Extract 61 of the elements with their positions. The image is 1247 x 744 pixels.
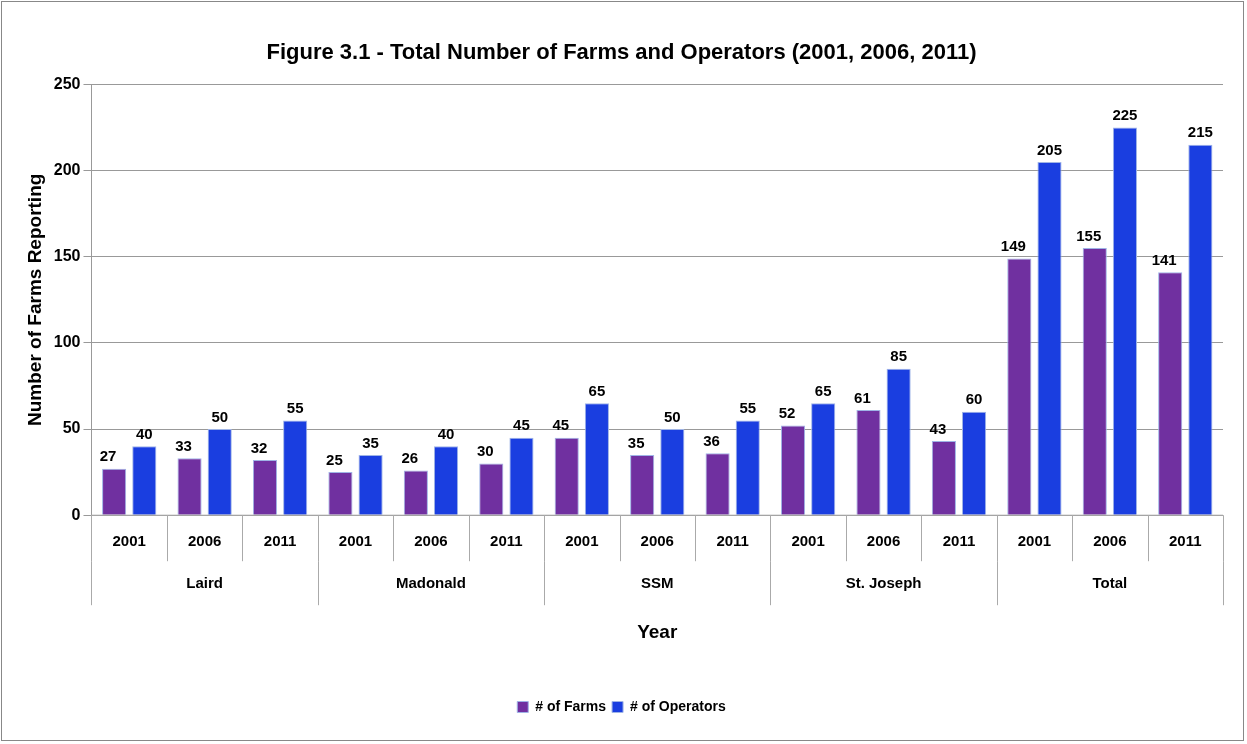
x-tick-label: 2001 — [565, 532, 599, 550]
legend-label: # of Farms — [535, 697, 607, 714]
data-label: 26 — [401, 449, 419, 467]
y-tick-label: 0 — [71, 505, 81, 523]
data-label: 32 — [250, 438, 268, 456]
y-tick-label: 250 — [53, 74, 81, 92]
text: SSM — [640, 574, 674, 592]
text: Madonald — [395, 574, 466, 592]
text: Laird — [186, 574, 223, 592]
data-label: 85 — [890, 347, 907, 365]
y-tick-label: 150 — [53, 247, 81, 265]
data-label: 50 — [211, 407, 229, 425]
data-label: 149 — [1000, 237, 1026, 255]
data-label: 35 — [362, 433, 379, 451]
chart-title: Figure 3.1 - Total Number of Farms and Operators (2001, 2006, 2011) — [266, 39, 977, 65]
y-tick-label: 100 — [53, 333, 81, 351]
data-label: 33 — [175, 436, 192, 454]
data-label: 45 — [552, 416, 570, 434]
data-label: 141 — [1151, 250, 1177, 268]
x-tick-label: 2011 — [716, 532, 749, 550]
data-label: 60 — [965, 390, 983, 408]
x-tick-label: 2006 — [866, 532, 901, 550]
legend-label: # of Operators — [630, 697, 726, 714]
text: St. Joseph — [845, 574, 922, 592]
data-label: 35 — [627, 433, 645, 451]
data-label: 55 — [286, 399, 304, 417]
x-axis-title: Year — [637, 620, 678, 642]
text: Total — [1092, 574, 1128, 592]
data-label: 61 — [854, 388, 871, 406]
data-label: 65 — [814, 381, 832, 399]
y-tick-label: 200 — [53, 160, 81, 178]
x-tick-label: 2001 — [1017, 532, 1052, 550]
x-tick-label: 2006 — [414, 532, 448, 550]
y-axis-title: Number of Farms Reporting — [23, 173, 45, 426]
data-label: 205 — [1036, 140, 1063, 158]
data-label: 40 — [437, 424, 455, 442]
x-tick-label: 2001 — [112, 532, 146, 550]
x-tick-label: 2006 — [1093, 532, 1127, 550]
data-label: 65 — [588, 381, 606, 399]
x-tick-label: 2011 — [263, 532, 297, 550]
data-label: 155 — [1076, 226, 1102, 244]
x-tick-label: 2001 — [791, 532, 825, 550]
x-tick-label: 2011 — [1169, 532, 1202, 550]
data-label: 27 — [99, 447, 117, 465]
data-label: 25 — [326, 450, 343, 468]
data-label: 52 — [778, 404, 796, 422]
data-label: 36 — [703, 431, 720, 449]
data-label: 45 — [513, 416, 530, 434]
data-label: 30 — [476, 442, 494, 460]
x-tick-label: 2006 — [187, 532, 222, 550]
data-label: 43 — [929, 419, 947, 437]
x-tick-label: 2001 — [338, 532, 373, 550]
data-label: 225 — [1112, 106, 1138, 124]
x-tick-label: 2006 — [640, 532, 674, 550]
x-tick-label: 2011 — [942, 532, 976, 550]
x-tick-label: 2011 — [490, 532, 523, 550]
data-label: 215 — [1187, 123, 1213, 141]
data-label: 55 — [739, 399, 757, 417]
data-label: 40 — [135, 424, 153, 442]
data-label: 50 — [663, 407, 681, 425]
y-tick-label: 50 — [62, 419, 81, 437]
